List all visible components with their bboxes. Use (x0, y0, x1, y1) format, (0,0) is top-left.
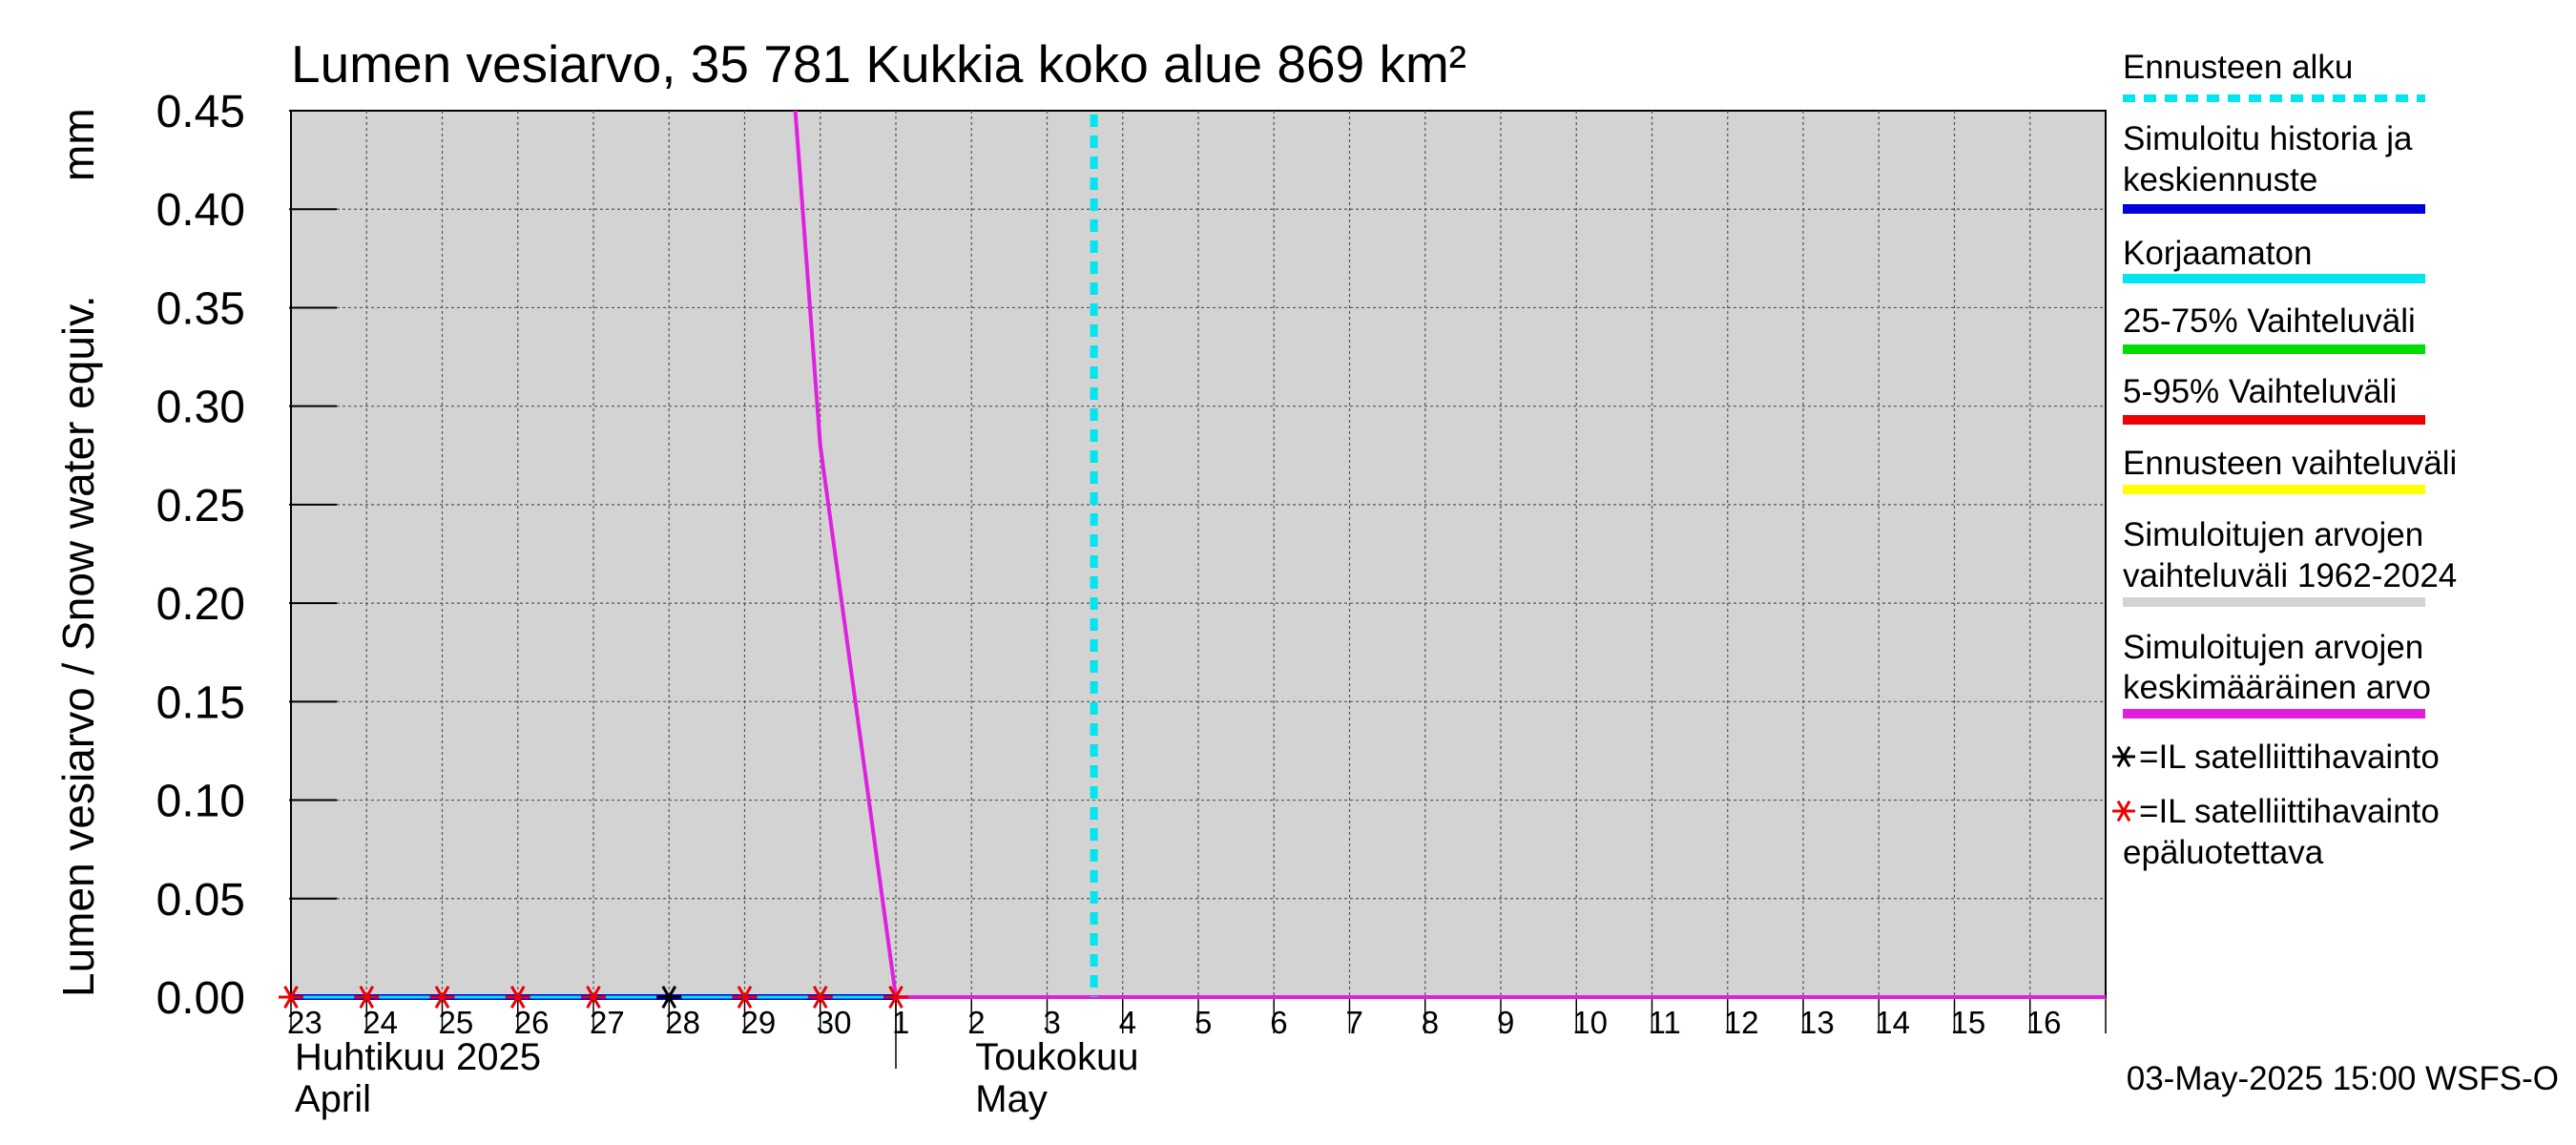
x-tick-label: 8 (1422, 1005, 1439, 1040)
y-axis-unit: mm (53, 108, 103, 181)
x-tick-label: 29 (741, 1005, 777, 1040)
x-tick-label: 23 (287, 1005, 322, 1040)
timestamp: 03-May-2025 15:00 WSFS-O (2127, 1060, 2559, 1097)
y-tick-label: 0.25 (156, 481, 245, 531)
series-line (793, 110, 2106, 999)
legend-label: keskimääräinen arvo (2123, 669, 2431, 706)
month-label-fi: Toukokuu (975, 1036, 1138, 1078)
x-tick-label: 27 (590, 1005, 625, 1040)
y-tick-label: 0.20 (156, 579, 245, 630)
x-tick-label: 10 (1572, 1005, 1608, 1040)
legend: Ennusteen alku Simuloitu historia ja keski… (2112, 49, 2457, 871)
unreliable-observation-marker (354, 985, 380, 1010)
unreliable-observation-marker-stroke (812, 985, 828, 1010)
satellite-observation-marker (656, 985, 682, 1010)
unreliable-observation-marker (883, 985, 908, 1010)
x-tick-label: 16 (2026, 1005, 2062, 1040)
month-label-en: May (975, 1078, 1048, 1120)
unreliable-observation-marker (505, 985, 530, 1010)
x-tick-label: 4 (1119, 1005, 1136, 1040)
unreliable-observation-marker (279, 985, 303, 1010)
y-tick-label: 0.40 (156, 185, 245, 236)
y-tick-label: 0.00 (156, 973, 245, 1024)
x-tick-label: 12 (1724, 1005, 1759, 1040)
legend-label: vaihteluväli 1962-2024 (2123, 557, 2457, 594)
y-tick-label: 0.15 (156, 677, 245, 728)
legend-label: Simuloitu historia ja (2123, 120, 2413, 157)
x-tick-label: 2 (967, 1005, 985, 1040)
legend-marker-stroke (2116, 745, 2131, 768)
x-tick-label: 26 (514, 1005, 550, 1040)
legend-label: Korjaamaton (2123, 235, 2312, 272)
x-tick-label: 7 (1346, 1005, 1363, 1040)
x-tick-label: 28 (665, 1005, 700, 1040)
legend-label: epäluotettava (2123, 834, 2324, 871)
unreliable-observation-marker (581, 985, 606, 1010)
y-tick-label: 0.35 (156, 283, 245, 334)
unreliable-observation-marker (807, 985, 833, 1010)
unreliable-observation-marker-stroke (737, 985, 753, 1010)
y-axis: 0.00 0.05 0.10 0.15 0.20 0.25 0.30 0.35 0.40 0.45 (156, 87, 337, 1024)
legend-label: Ennusteen vaihteluväli (2123, 445, 2457, 482)
unreliable-observation-marker-stroke (434, 985, 450, 1010)
legend-marker (2112, 745, 2135, 768)
x-tick-label: 15 (1951, 1005, 1986, 1040)
legend-label: 25-75% Vaihteluväli (2123, 302, 2416, 340)
legend-label: =IL satelliittihavainto (2139, 793, 2440, 830)
legend-label: Simuloitujen arvojen (2123, 516, 2423, 553)
unreliable-observation-marker-stroke (509, 985, 526, 1010)
x-tick-label: 30 (817, 1005, 852, 1040)
x-tick-label: 14 (1875, 1005, 1910, 1040)
grid-lines (291, 111, 2106, 997)
x-tick-label: 9 (1497, 1005, 1514, 1040)
legend-label: Ennusteen alku (2123, 49, 2353, 86)
x-tick-label: 1 (892, 1005, 909, 1040)
unreliable-observation-marker (429, 985, 455, 1010)
legend-marker-stroke (2116, 800, 2131, 822)
legend-label: =IL satelliittihavainto (2139, 739, 2440, 776)
y-axis-label: Lumen vesiarvo / Snow water equiv. (53, 295, 103, 997)
unreliable-observation-marker-stroke (888, 985, 904, 1010)
month-label-fi: Huhtikuu 2025 (295, 1036, 541, 1078)
y-tick-label: 0.05 (156, 875, 245, 926)
y-tick-label: 0.10 (156, 777, 245, 827)
legend-label: 5-95% Vaihteluväli (2123, 373, 2397, 410)
unreliable-observation-marker (732, 985, 758, 1010)
chart-title: Lumen vesiarvo, 35 781 Kukkia koko alue … (291, 34, 1466, 94)
unreliable-observation-marker-stroke (359, 985, 375, 1010)
y-tick-label: 0.45 (156, 87, 245, 137)
x-tick-label: 11 (1649, 1005, 1681, 1040)
legend-marker (2112, 800, 2135, 822)
x-tick-label: 25 (439, 1005, 474, 1040)
unreliable-observation-marker-stroke (586, 985, 601, 1010)
y-tick-label: 0.30 (156, 383, 245, 433)
x-tick-label: 5 (1195, 1005, 1212, 1040)
legend-label: Simuloitujen arvojen (2123, 629, 2423, 666)
x-tick-label: 13 (1799, 1005, 1835, 1040)
satellite-observations (279, 985, 908, 1010)
x-tick-label: 6 (1270, 1005, 1287, 1040)
month-label-en: April (295, 1078, 371, 1120)
x-tick-label: 3 (1044, 1005, 1061, 1040)
unreliable-observation-marker-stroke (283, 985, 299, 1010)
legend-label: keskiennuste (2123, 161, 2317, 198)
x-axis: 23 24 25 26 27 28 29 30 1 2 3 4 5 6 7 8 9 10 11 12 13 14 15 16H… (287, 997, 2107, 1120)
satellite-observation-marker-stroke (661, 985, 677, 1010)
x-tick-label: 24 (363, 1005, 398, 1040)
